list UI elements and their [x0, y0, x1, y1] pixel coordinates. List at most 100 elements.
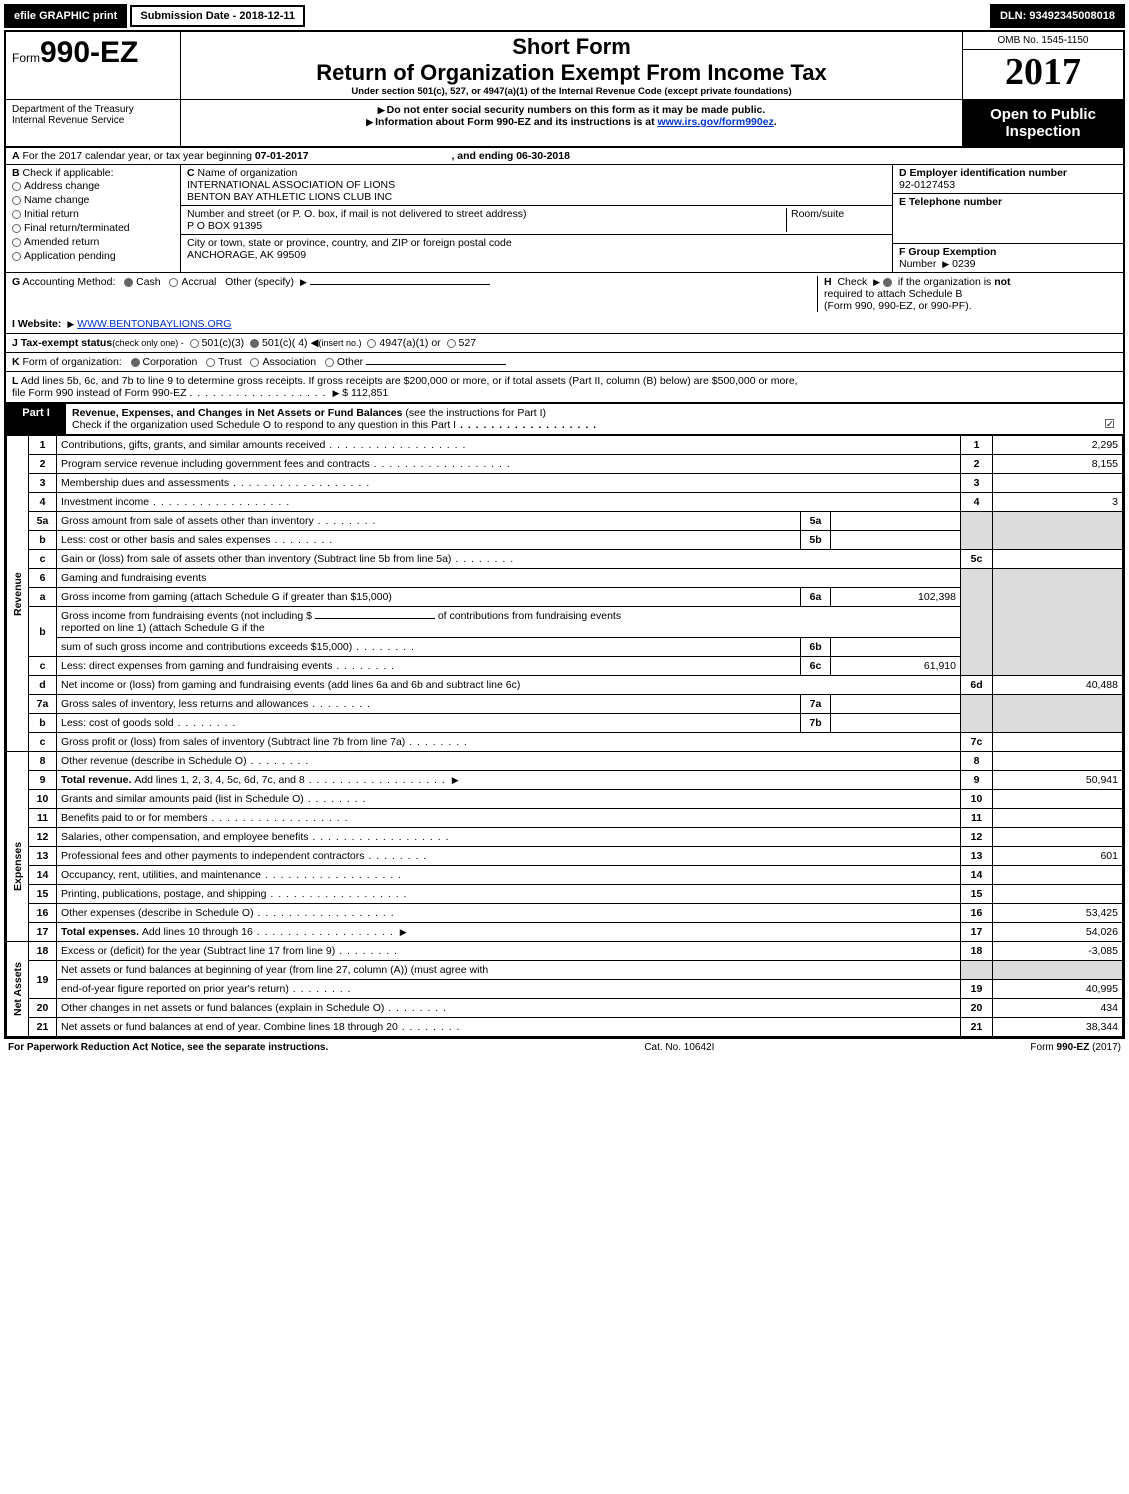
form-title-cell: Short Form Return of Organization Exempt…	[181, 32, 963, 99]
radio-corporation[interactable]	[131, 358, 140, 367]
opt-address-change: Address change	[24, 180, 100, 192]
footer-form-pre: Form	[1030, 1042, 1056, 1053]
efile-print-button[interactable]: efile GRAPHIC print	[4, 4, 127, 28]
radio-other-org[interactable]	[325, 358, 334, 367]
h-not: not	[994, 276, 1010, 288]
radio-association[interactable]	[250, 358, 259, 367]
opt-amended-return: Amended return	[24, 236, 99, 248]
netassets-sidelabel: Net Assets	[7, 942, 29, 1037]
line-18-box: 18	[961, 942, 993, 961]
line-13-value: 601	[993, 847, 1123, 866]
radio-4947a1[interactable]	[367, 339, 376, 348]
org-name-2: BENTON BAY ATHLETIC LIONS CLUB INC	[187, 191, 392, 203]
submission-date-value: 2018-12-11	[239, 10, 295, 22]
addr-label: Number and street (or P. O. box, if mail…	[187, 208, 526, 220]
radio-cash[interactable]	[124, 278, 133, 287]
form-number: 990-EZ	[40, 36, 138, 69]
submission-date-label: Submission Date -	[140, 10, 239, 22]
h-if-org: if the organization is	[898, 276, 994, 288]
phone-label: E Telephone number	[899, 196, 1002, 208]
line-2-desc: Program service revenue including govern…	[61, 458, 511, 470]
section-g-label: G	[12, 276, 20, 288]
section-h-label: H	[824, 276, 832, 288]
city-label: City or town, state or province, country…	[187, 237, 512, 249]
radio-501c3[interactable]	[190, 339, 199, 348]
checkbox-schedule-o[interactable]	[1105, 419, 1114, 428]
revenue-side-ext	[7, 752, 29, 771]
line-7a-mid: 7a	[801, 695, 831, 714]
line-10-num: 10	[29, 790, 57, 809]
checkbox-final-return[interactable]	[12, 224, 21, 233]
form-title: Return of Organization Exempt From Incom…	[187, 60, 956, 86]
section-j-sub: (check only one) -	[112, 338, 184, 348]
line-7b-midval	[831, 714, 961, 733]
shade-cell	[993, 961, 1123, 980]
addr-value: P O BOX 91395	[187, 220, 262, 232]
line-11-box: 11	[961, 809, 993, 828]
radio-accrual[interactable]	[169, 278, 178, 287]
line-20-num: 20	[29, 999, 57, 1018]
line-5c-value	[993, 550, 1123, 569]
radio-trust[interactable]	[206, 358, 215, 367]
checkbox-application-pending[interactable]	[12, 252, 21, 261]
insert-no: (insert no.)	[319, 338, 362, 348]
checkbox-schedule-b-not-required[interactable]	[883, 278, 892, 287]
radio-527[interactable]	[447, 339, 456, 348]
part-1-title-text: Revenue, Expenses, and Changes in Net As…	[72, 407, 402, 419]
line-11-value	[993, 809, 1123, 828]
opt-4947a1: 4947(a)(1) or	[379, 337, 440, 349]
org-name-label: Name of organization	[198, 167, 298, 179]
line-9-box: 9	[961, 771, 993, 790]
website-link[interactable]: WWW.BENTONBAYLIONS.ORG	[77, 318, 231, 330]
shade-cell	[961, 961, 993, 980]
page-footer: For Paperwork Reduction Act Notice, see …	[4, 1039, 1125, 1056]
arrow-icon	[329, 387, 339, 399]
form-instructions-link[interactable]: www.irs.gov/form990ez	[658, 116, 774, 128]
section-a-text-mid: , and ending	[451, 150, 516, 162]
line-7a-desc: Gross sales of inventory, less returns a…	[61, 698, 308, 710]
line-14-value	[993, 866, 1123, 885]
note-info-post: .	[774, 116, 777, 128]
dots-leader	[352, 641, 415, 653]
line-2-value: 8,155	[993, 455, 1123, 474]
section-k: K Form of organization: Corporation Trus…	[6, 353, 1123, 372]
section-h: H Check if the organization is not requi…	[817, 276, 1117, 312]
line-7c-num: c	[29, 733, 57, 752]
line-15-value	[993, 885, 1123, 904]
line-9-desc2: Add lines 1, 2, 3, 4, 5c, 6d, 7c, and 8	[134, 774, 304, 786]
dots-leader	[384, 1002, 447, 1014]
line-18-desc: Excess or (deficit) for the year (Subtra…	[61, 945, 335, 957]
checkbox-address-change[interactable]	[12, 182, 21, 191]
checkbox-amended-return[interactable]	[12, 238, 21, 247]
line-6a-desc: Gross income from gaming (attach Schedul…	[61, 591, 392, 603]
dots-leader	[189, 387, 326, 399]
section-a: A For the 2017 calendar year, or tax yea…	[6, 148, 1123, 165]
section-b-label: B	[12, 167, 20, 179]
org-name-1: INTERNATIONAL ASSOCIATION OF LIONS	[187, 179, 395, 191]
dots-leader	[456, 419, 597, 431]
line-3-num: 3	[29, 474, 57, 493]
dln-value: 93492345008018	[1029, 10, 1115, 22]
dots-leader	[174, 717, 237, 729]
dept-row: Department of the Treasury Internal Reve…	[6, 100, 1123, 148]
gross-receipts-amount: $ 112,851	[342, 387, 388, 399]
line-5b-num: b	[29, 531, 57, 550]
line-16-value: 53,425	[993, 904, 1123, 923]
line-5b-mid: 5b	[801, 531, 831, 550]
checkbox-name-change[interactable]	[12, 196, 21, 205]
line-5a-desc: Gross amount from sale of assets other t…	[61, 515, 376, 527]
radio-501c[interactable]	[250, 339, 259, 348]
part-1-check-line: Check if the organization used Schedule …	[72, 419, 456, 431]
section-l-text2: file Form 990 instead of Form 990-EZ	[12, 387, 187, 399]
opt-501c: 501(c)( 4)	[262, 337, 308, 349]
line-5c-box: 5c	[961, 550, 993, 569]
opt-other: Other (specify)	[225, 276, 294, 288]
section-i: I Website: WWW.BENTONBAYLIONS.ORG	[6, 315, 1123, 334]
checkbox-initial-return[interactable]	[12, 210, 21, 219]
opt-name-change: Name change	[24, 194, 89, 206]
line-9-num: 9	[29, 771, 57, 790]
line-6b-desc3: reported on line 1) (attach Schedule G i…	[61, 622, 265, 634]
shade-cell	[961, 569, 993, 676]
line-14-num: 14	[29, 866, 57, 885]
part-1-title-paren: (see the instructions for Part I)	[402, 407, 546, 419]
